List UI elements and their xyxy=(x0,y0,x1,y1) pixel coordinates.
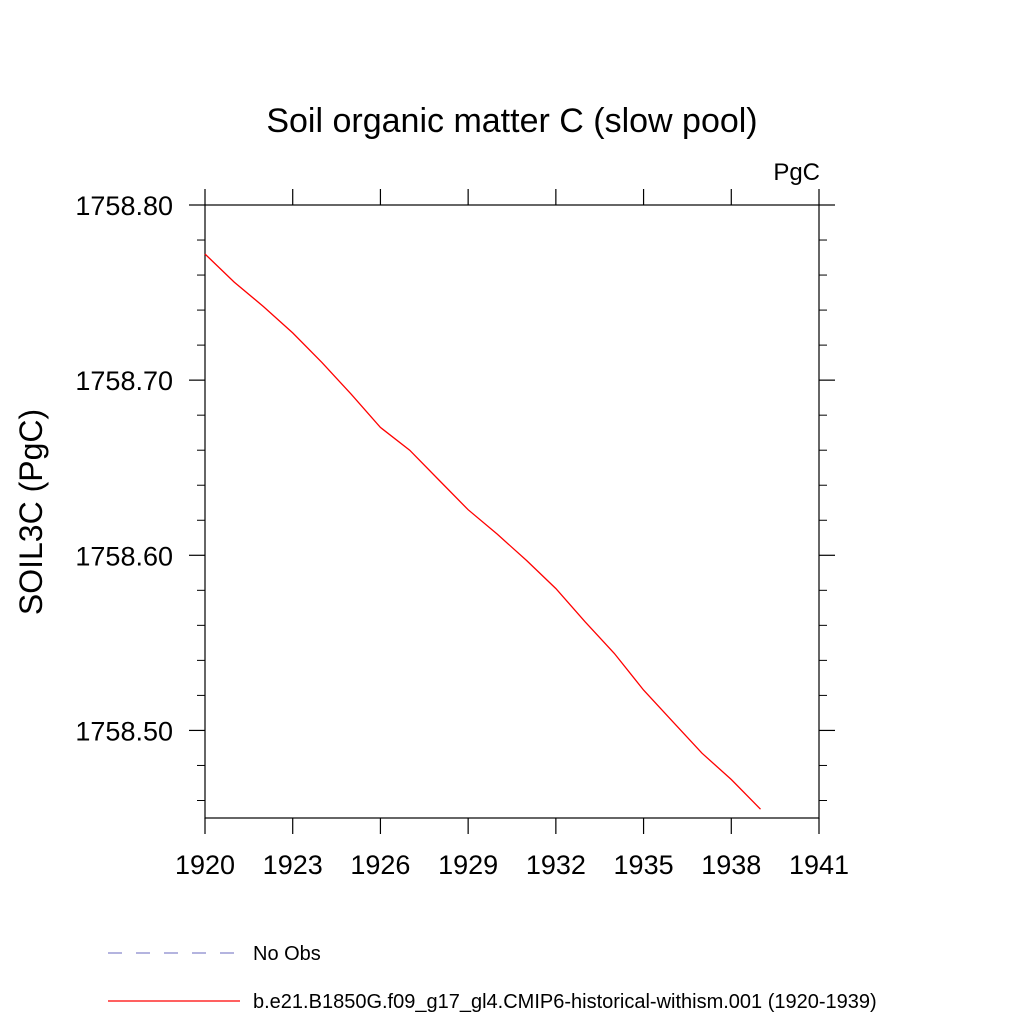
x-tick-label: 1941 xyxy=(789,850,849,880)
legend: No Obs b.e21.B1850G.f09_g17_gl4.CMIP6-his… xyxy=(108,943,877,1013)
y-tick-label: 1758.70 xyxy=(75,366,173,396)
x-tick-label: 1923 xyxy=(263,850,323,880)
y-tick-label: 1758.80 xyxy=(75,191,173,221)
x-tick-label: 1929 xyxy=(438,850,498,880)
y-tick-label: 1758.50 xyxy=(75,716,173,746)
y-tick-label: 1758.60 xyxy=(75,541,173,571)
ticks-layer: 1920 1923 1926 1929 1932 1935 1938 1941 1758.50 1… xyxy=(75,189,849,880)
chart-title: Soil organic matter C (slow pool) xyxy=(266,102,757,140)
y-axis-label: SOIL3C (PgC) xyxy=(13,409,49,615)
x-tick-label: 1932 xyxy=(526,850,586,880)
x-tick-label: 1935 xyxy=(614,850,674,880)
x-tick-label: 1926 xyxy=(350,850,410,880)
x-tick-label: 1938 xyxy=(701,850,761,880)
x-tick-label: 1920 xyxy=(175,850,235,880)
plot-frame xyxy=(204,204,820,819)
series-layer xyxy=(204,253,761,810)
series-line xyxy=(204,253,761,810)
legend-label: b.e21.B1850G.f09_g17_gl4.CMIP6-historica… xyxy=(253,991,877,1013)
legend-label: No Obs xyxy=(253,943,321,965)
units-label: PgC xyxy=(773,159,820,186)
